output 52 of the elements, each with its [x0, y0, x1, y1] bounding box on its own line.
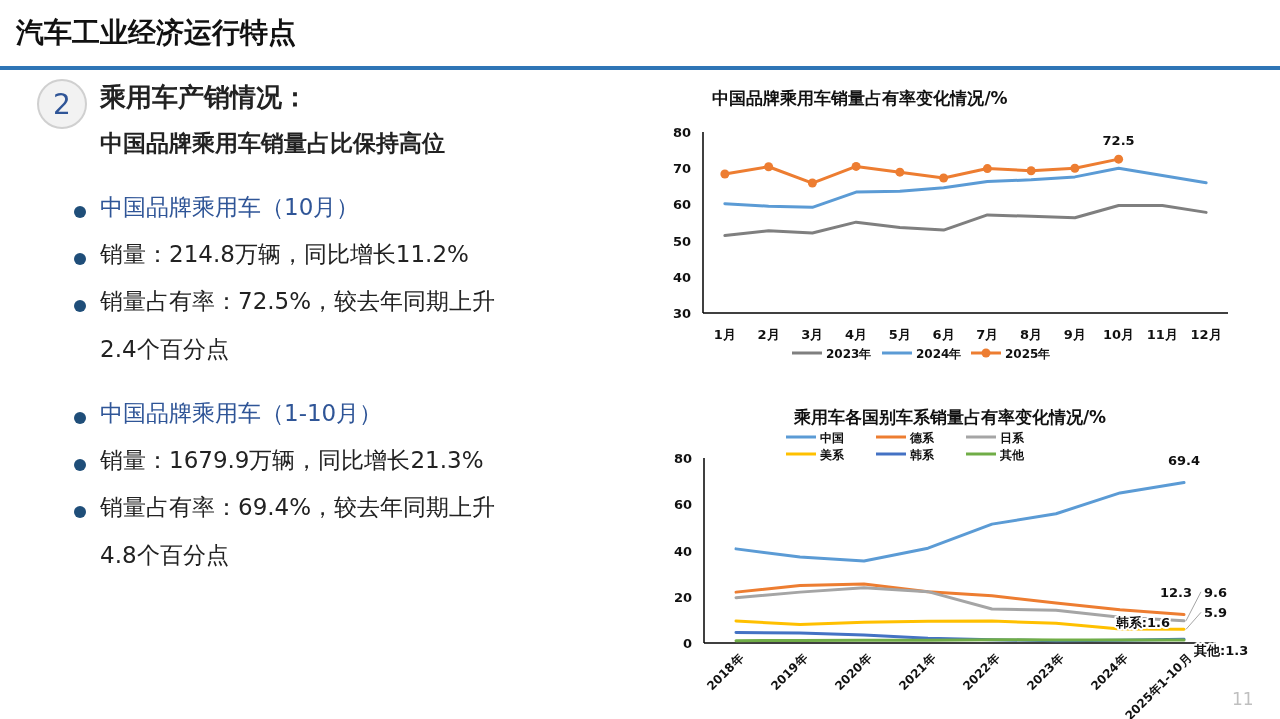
y-tick-label: 30 — [672, 306, 691, 321]
text: 中国品牌乘用车（10月） — [100, 193, 360, 222]
data-label: 72.5 — [1102, 133, 1135, 149]
text: 中国品牌乘用车销量占比保持高位 — [100, 129, 445, 158]
y-tick-label: 50 — [672, 233, 691, 249]
text: 销量占有率：69.4%，较去年同期上升4.8个百分点 — [100, 493, 497, 570]
legend-label: 日系 — [1000, 431, 1025, 445]
legend-label: 中国 — [820, 431, 844, 445]
text: 中国品牌乘用车（1-10月） — [100, 399, 383, 428]
y-tick-label: 60 — [673, 497, 692, 513]
x-tick-label: 6月 — [932, 327, 955, 342]
x-tick-label: 9月 — [1063, 327, 1086, 342]
x-tick-label: 3月 — [801, 327, 824, 342]
x-tick-label: 10月 — [1103, 327, 1135, 342]
legend-label: 2024年 — [916, 347, 962, 361]
legend-label: 其他 — [999, 448, 1025, 462]
legend-label: 韩系 — [909, 448, 935, 462]
x-tick-label: 4月 — [845, 327, 868, 342]
x-tick-label: 5月 — [888, 327, 911, 342]
legend-label: 2023年 — [826, 347, 872, 361]
y-tick-label: 80 — [672, 125, 691, 140]
legend-label: 2025年 — [1005, 347, 1051, 361]
data-label: 12.3 — [1159, 584, 1193, 600]
legend-label: 美系 — [819, 448, 845, 462]
text: 乘用车产销情况： — [100, 81, 308, 114]
text: 销量占有率：72.5%，较去年同期上升2.4个百分点 — [100, 287, 497, 364]
text: 11 — [1232, 688, 1254, 711]
chart-title: 乘用车各国别车系销量占有率变化情况/% — [792, 407, 1107, 427]
y-tick-label: 60 — [672, 197, 691, 213]
text: 销量：214.8万辆，同比增长11.2% — [100, 240, 469, 269]
y-tick-label: 70 — [672, 161, 691, 177]
x-tick-label: 7月 — [976, 327, 999, 342]
x-tick-label: 1月 — [713, 327, 736, 342]
text: 销量：1679.9万辆，同比增长21.3% — [100, 446, 484, 475]
y-tick-label: 80 — [673, 451, 692, 466]
x-tick-label: 2月 — [757, 327, 780, 342]
chart-title: 中国品牌乘用车销量占有率变化情况/% — [712, 88, 1008, 108]
text: 2 — [53, 88, 71, 121]
y-tick-label: 0 — [682, 636, 692, 651]
legend-label: 德系 — [909, 431, 935, 445]
data-label: 韩系:1.6 — [1114, 615, 1170, 631]
y-tick-label: 40 — [673, 543, 692, 559]
data-label: 9.6 — [1204, 584, 1228, 600]
x-tick-label: 8月 — [1020, 327, 1043, 342]
data-label: 其他:1.3 — [1193, 642, 1249, 658]
y-tick-label: 20 — [673, 589, 692, 605]
x-tick-label: 12月 — [1190, 327, 1222, 342]
y-tick-label: 40 — [672, 269, 691, 285]
data-label: 5.9 — [1204, 605, 1228, 621]
x-tick-label: 11月 — [1146, 327, 1178, 342]
text: 汽车工业经济运行特点 — [16, 15, 296, 51]
data-label: 69.4 — [1167, 452, 1201, 468]
